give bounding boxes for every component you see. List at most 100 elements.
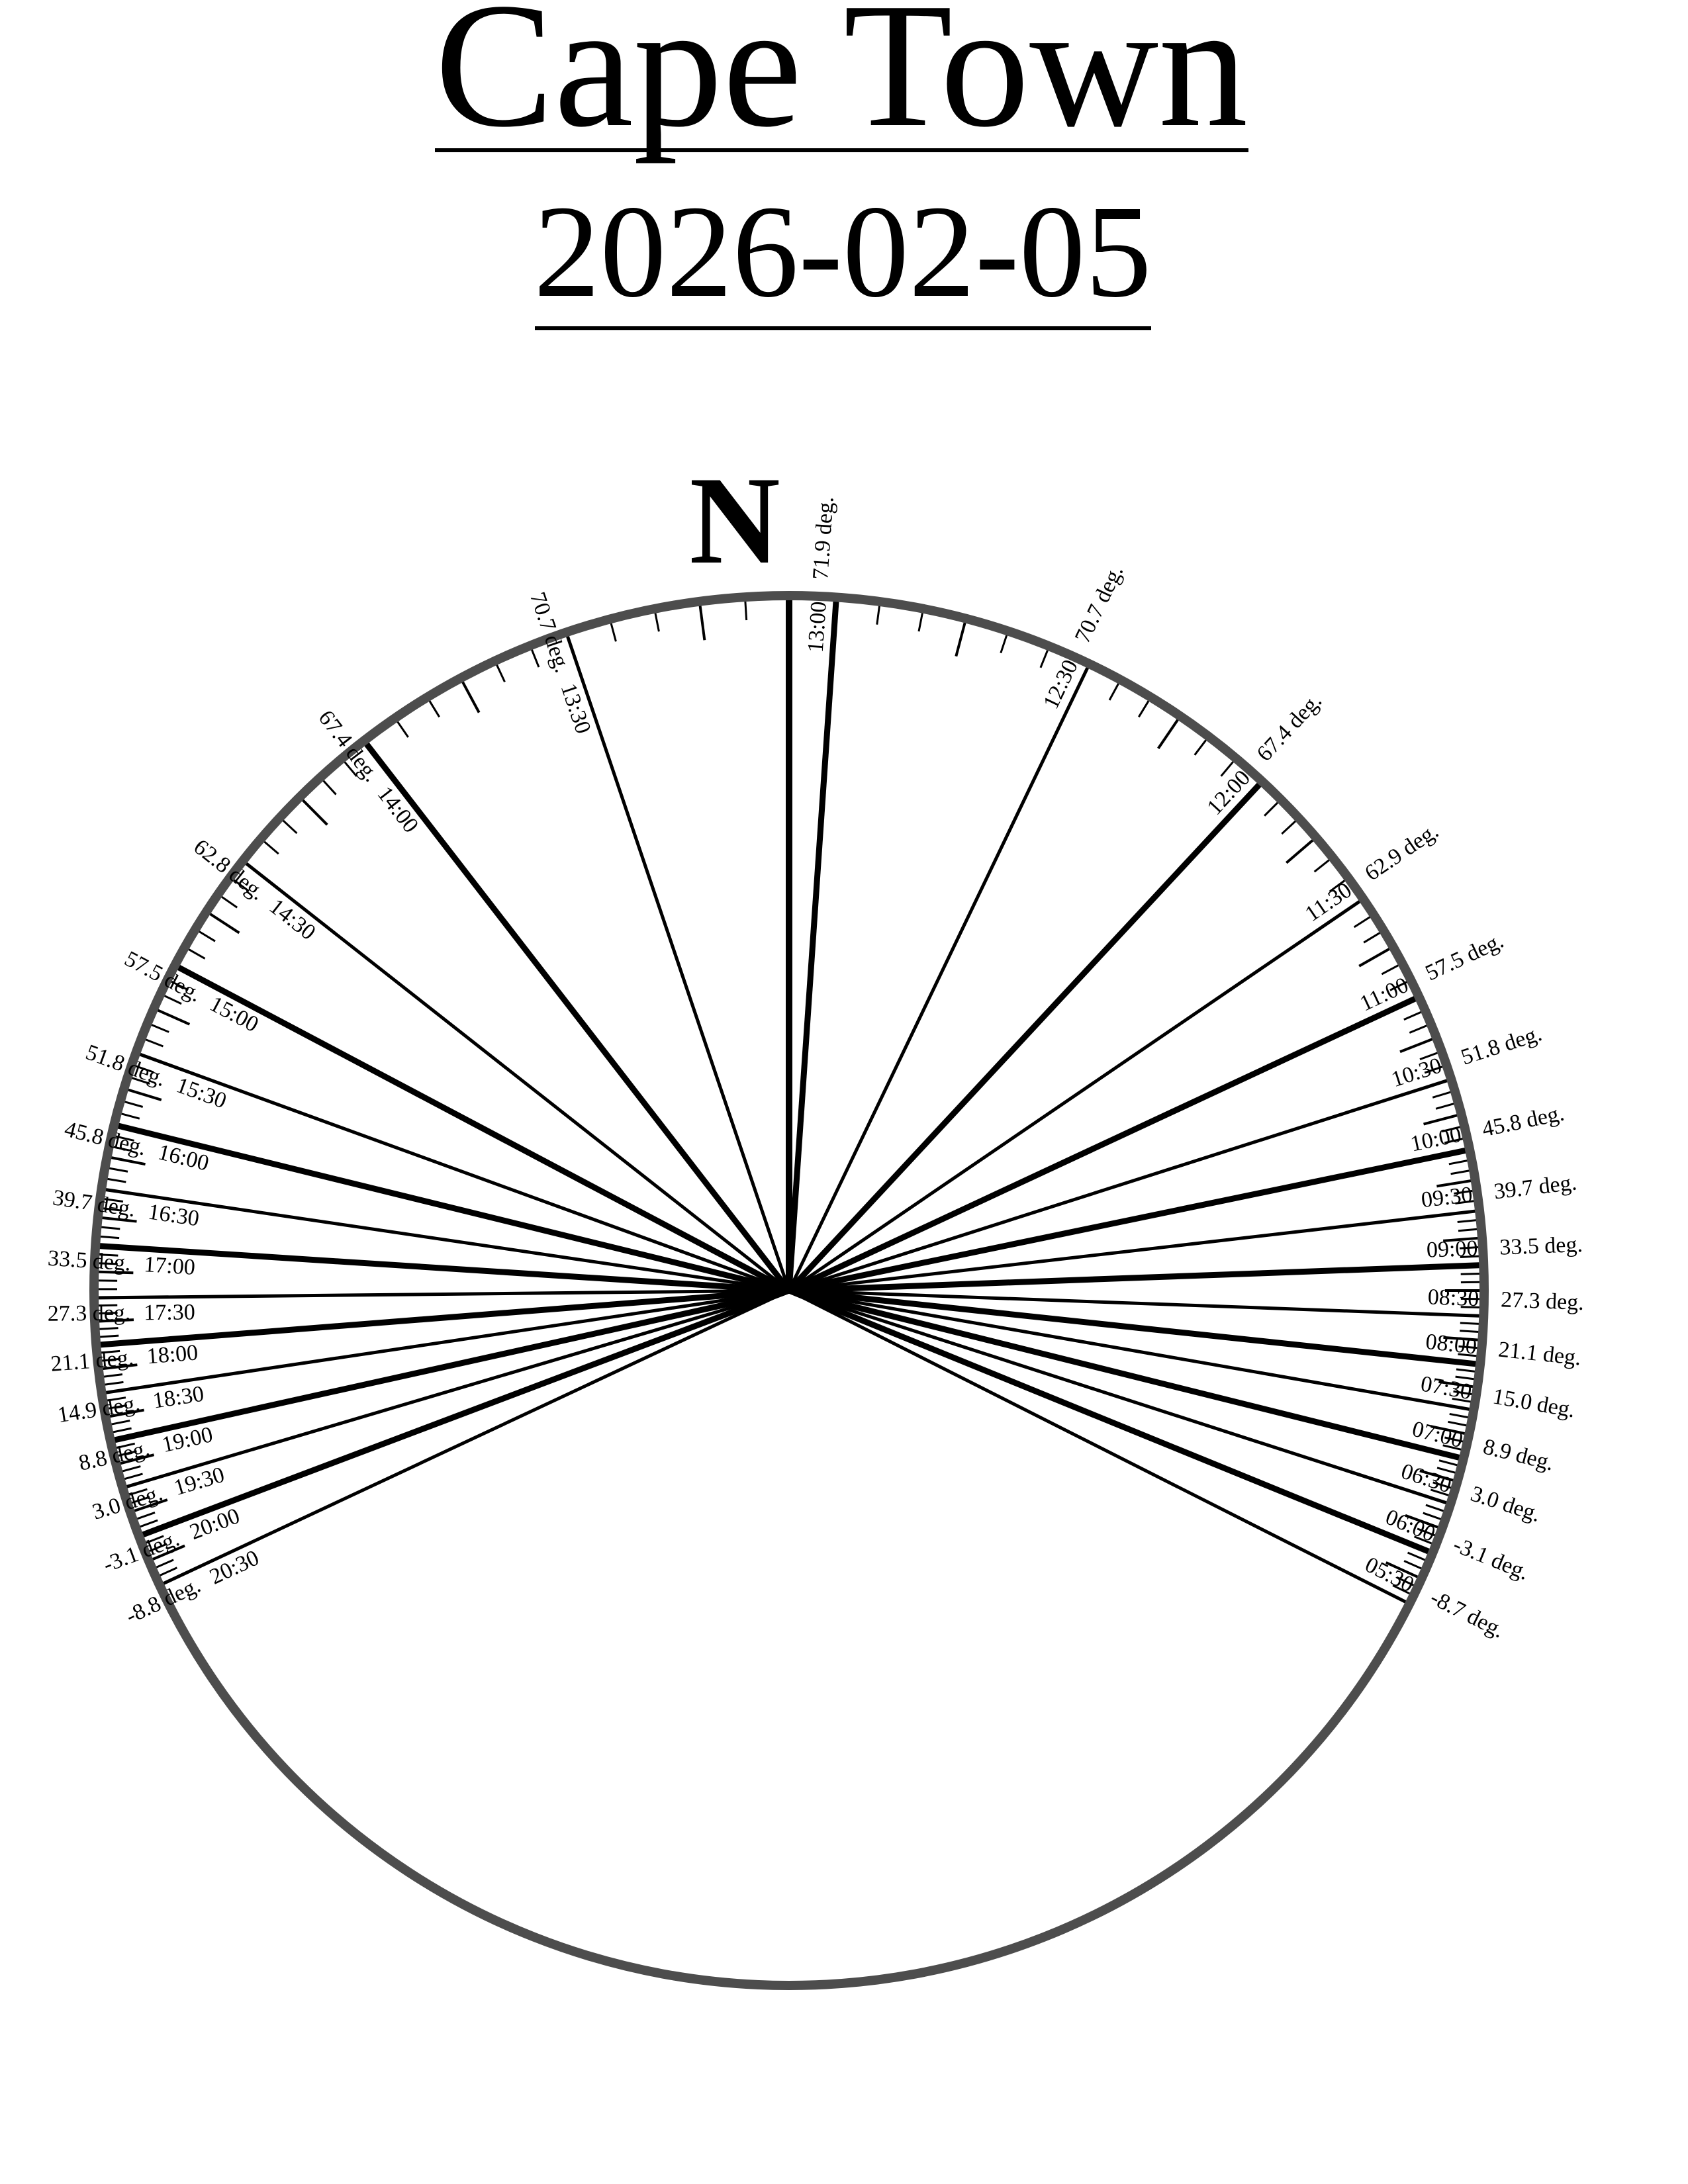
title-underline [435, 148, 1248, 152]
minute-tick [152, 1544, 185, 1561]
minute-tick [1313, 858, 1331, 873]
sun-line-1530 [135, 1051, 790, 1293]
minute-tick [1194, 739, 1207, 756]
altitude-label: 70.7 deg. [1070, 561, 1129, 647]
minute-tick [322, 780, 337, 796]
minute-tick [107, 1396, 126, 1402]
minute-tick [102, 1363, 138, 1371]
header: Cape Town 2026-02-05 [435, 0, 1248, 330]
sun-line-0600 [788, 1287, 1434, 1556]
altitude-label: 62.9 deg. [1360, 819, 1443, 886]
minute-tick [1460, 1306, 1480, 1309]
minute-tick [1458, 1345, 1478, 1349]
minute-tick [115, 1135, 134, 1142]
minute-tick [124, 1473, 143, 1480]
minute-tick [1442, 1236, 1479, 1242]
minute-tick [1459, 1246, 1479, 1250]
minute-tick [1329, 879, 1346, 893]
minute-tick [150, 1023, 169, 1033]
minute-tick [1430, 1425, 1466, 1435]
minute-tick [157, 1009, 191, 1026]
sun-line-1230 [787, 662, 1091, 1292]
minute-tick [1419, 1052, 1438, 1061]
minute-tick [428, 700, 440, 718]
minute-tick [101, 1357, 121, 1362]
altitude-label: -3.1 deg. [1450, 1532, 1532, 1585]
page-title: Cape Town [435, 0, 1248, 164]
minute-tick [187, 948, 206, 960]
sun-line-1730 [94, 1289, 790, 1300]
minute-tick [1454, 1189, 1474, 1195]
time-label: 18:00 [146, 1340, 199, 1369]
minute-tick [112, 1427, 132, 1433]
altitude-label: 57.5 deg. [1422, 929, 1507, 986]
minute-tick [99, 1334, 119, 1338]
minute-tick [1413, 1535, 1433, 1545]
minute-tick [1157, 718, 1180, 749]
minute-tick [104, 1381, 124, 1386]
minute-tick [1448, 1160, 1468, 1165]
altitude-label: -8.8 deg. [122, 1573, 204, 1629]
minute-tick [1452, 1397, 1472, 1403]
minute-tick [1405, 1514, 1439, 1529]
minute-tick [101, 1349, 120, 1354]
minute-tick [1385, 1561, 1419, 1578]
minute-tick [744, 601, 748, 621]
altitude-label: 21.1 deg. [1497, 1337, 1583, 1370]
minute-ticks [97, 599, 1480, 1595]
minute-tick [1423, 1512, 1442, 1521]
sun-line-0800 [788, 1287, 1481, 1368]
minute-tick [1436, 1179, 1472, 1188]
minute-tick [139, 1519, 158, 1528]
minute-tick [1286, 839, 1314, 864]
altitude-label: 27.3 deg. [1501, 1287, 1585, 1315]
sun-line-1100 [788, 994, 1421, 1294]
altitude-label: 27.3 deg. [48, 1300, 131, 1326]
minute-tick [124, 1101, 144, 1108]
sun-line-0830 [788, 1289, 1484, 1318]
minute-tick [101, 1216, 137, 1223]
minute-tick [135, 1065, 154, 1073]
minute-tick [232, 879, 250, 892]
minute-tick [127, 1088, 162, 1101]
sun-line-0700 [788, 1287, 1464, 1462]
altitude-label: 45.8 deg. [1480, 1101, 1566, 1142]
minute-tick [1450, 1169, 1470, 1175]
minute-tick [1363, 931, 1381, 944]
minute-tick [107, 1177, 126, 1183]
time-label: 13:00 [804, 600, 831, 653]
minute-tick [98, 1262, 118, 1265]
sun-line-1930 [122, 1289, 790, 1490]
minute-tick [1430, 1488, 1450, 1497]
minute-tick [103, 1373, 123, 1378]
time-label: 11:00 [1356, 973, 1413, 1017]
minute-tick [1456, 1368, 1476, 1373]
minute-tick [1460, 1330, 1479, 1334]
sun-line-1300 [786, 597, 839, 1291]
minute-tick [1417, 1527, 1436, 1537]
minute-tick [1419, 1469, 1454, 1482]
minute-tick [98, 1318, 134, 1323]
minute-tick [1108, 682, 1120, 701]
minute-tick [1432, 1481, 1452, 1489]
minute-tick [164, 995, 182, 1005]
minute-tick [119, 1453, 155, 1465]
sun-line-0900 [788, 1262, 1484, 1294]
sun-line-1900 [109, 1287, 790, 1444]
sun-line-1330 [564, 631, 791, 1291]
minute-tick [1438, 1380, 1474, 1388]
minute-tick [530, 649, 540, 668]
sun-line-1700 [95, 1242, 790, 1294]
time-label: 08:30 [1427, 1285, 1479, 1311]
time-label: 17:30 [144, 1300, 195, 1325]
minute-tick [116, 1442, 136, 1449]
minute-tick [1460, 1322, 1479, 1325]
minute-tick [282, 819, 298, 835]
minute-tick [917, 612, 924, 632]
minute-tick [1403, 1560, 1423, 1570]
minute-tick [1423, 1114, 1458, 1126]
minute-tick [1444, 1138, 1464, 1144]
minute-tick [1441, 1126, 1461, 1133]
minute-tick [1448, 1420, 1468, 1427]
